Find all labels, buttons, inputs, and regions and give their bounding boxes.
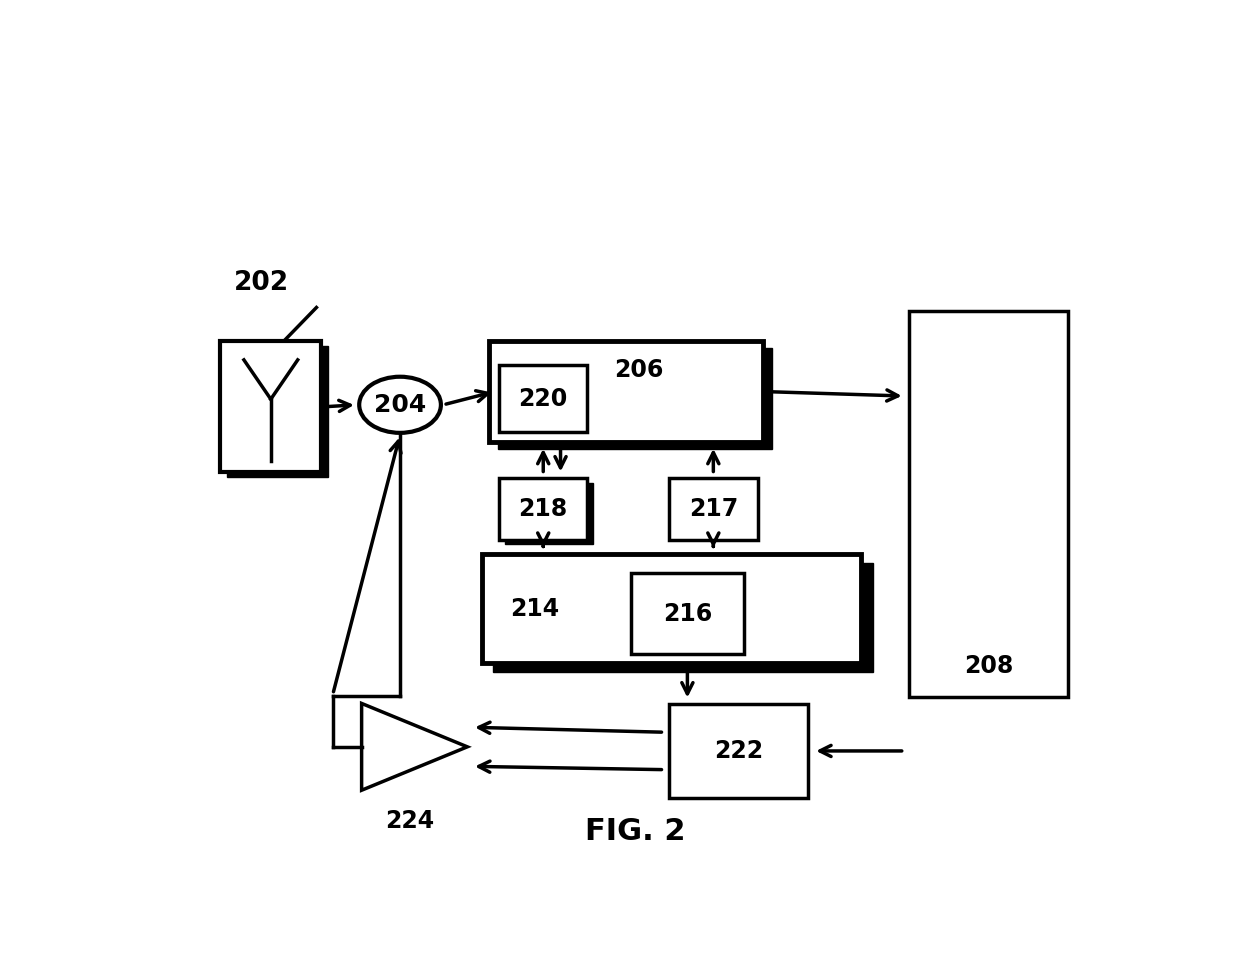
Polygon shape	[494, 564, 873, 672]
Polygon shape	[221, 341, 321, 472]
Text: 204: 204	[374, 393, 427, 417]
Text: 222: 222	[714, 739, 764, 763]
Ellipse shape	[360, 377, 441, 433]
Polygon shape	[505, 483, 593, 544]
Polygon shape	[670, 704, 808, 798]
Polygon shape	[631, 573, 744, 654]
Text: 202: 202	[233, 270, 289, 296]
Text: FIG. 2: FIG. 2	[585, 817, 686, 847]
Text: 214: 214	[510, 597, 559, 621]
Polygon shape	[498, 478, 588, 539]
Polygon shape	[498, 365, 588, 433]
Text: 216: 216	[662, 602, 712, 626]
Polygon shape	[481, 554, 862, 663]
Polygon shape	[490, 341, 764, 442]
Text: 218: 218	[518, 497, 568, 521]
Polygon shape	[909, 311, 1068, 697]
Text: 217: 217	[688, 497, 738, 521]
Polygon shape	[498, 348, 773, 449]
Text: 206: 206	[614, 358, 663, 382]
Text: 224: 224	[386, 809, 434, 833]
Text: 220: 220	[518, 387, 568, 411]
Polygon shape	[362, 704, 467, 790]
Text: 208: 208	[963, 654, 1013, 678]
Polygon shape	[670, 478, 758, 539]
Polygon shape	[227, 346, 327, 477]
